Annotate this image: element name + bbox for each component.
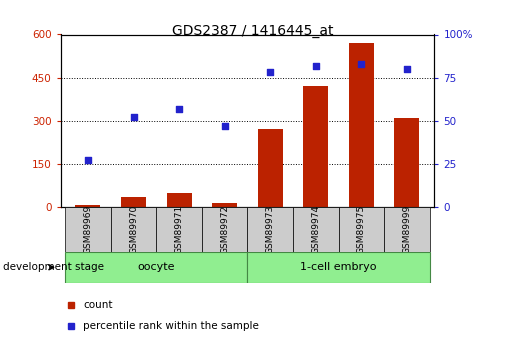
Point — [312, 63, 320, 68]
Point — [403, 66, 411, 72]
Point — [175, 106, 183, 111]
Bar — [202, 207, 247, 252]
Point — [129, 115, 137, 120]
Text: count: count — [83, 300, 113, 310]
Text: 1-cell embryo: 1-cell embryo — [300, 263, 377, 272]
Point — [221, 123, 229, 129]
Bar — [384, 207, 430, 252]
Text: GSM89973: GSM89973 — [266, 205, 275, 254]
Bar — [304, 86, 328, 207]
Text: percentile rank within the sample: percentile rank within the sample — [83, 321, 259, 331]
Text: GSM89975: GSM89975 — [357, 205, 366, 254]
Text: GSM89970: GSM89970 — [129, 205, 138, 254]
Bar — [212, 203, 237, 207]
Bar — [338, 207, 384, 252]
Bar — [157, 207, 202, 252]
Bar — [121, 197, 146, 207]
Bar — [293, 207, 338, 252]
Bar — [111, 207, 157, 252]
Text: GSM89972: GSM89972 — [220, 205, 229, 254]
Text: GDS2387 / 1416445_at: GDS2387 / 1416445_at — [172, 24, 333, 38]
Point — [84, 158, 92, 163]
Text: GSM89974: GSM89974 — [311, 205, 320, 254]
Text: GSM89971: GSM89971 — [175, 205, 184, 254]
Point — [266, 70, 274, 75]
Bar — [258, 129, 283, 207]
Bar — [394, 118, 420, 207]
Bar — [65, 252, 247, 283]
Bar — [247, 252, 430, 283]
Bar — [167, 193, 191, 207]
Bar — [247, 207, 293, 252]
Text: GSM89999: GSM89999 — [402, 205, 412, 254]
Bar — [349, 43, 374, 207]
Text: oocyte: oocyte — [137, 263, 175, 272]
Bar — [75, 205, 100, 207]
Point — [358, 61, 366, 67]
Text: development stage: development stage — [3, 263, 104, 272]
Text: GSM89969: GSM89969 — [83, 205, 92, 254]
Bar — [65, 207, 111, 252]
